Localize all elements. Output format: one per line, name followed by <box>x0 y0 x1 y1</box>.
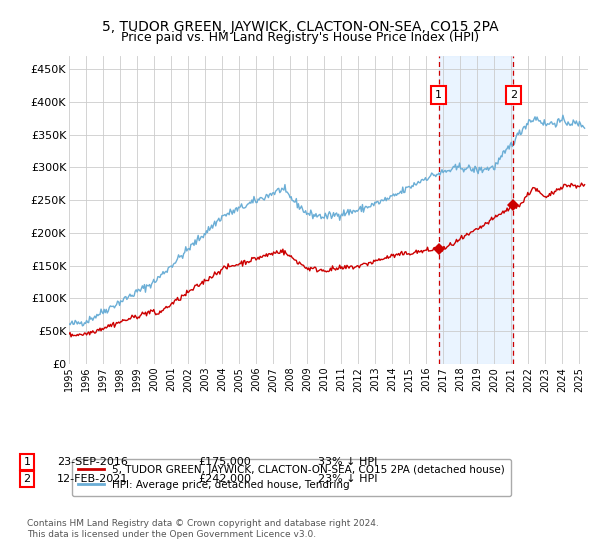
Text: £242,000: £242,000 <box>198 474 251 484</box>
Text: 2: 2 <box>510 90 517 100</box>
Text: 1: 1 <box>23 457 31 467</box>
Text: 33% ↓ HPI: 33% ↓ HPI <box>318 457 377 467</box>
Text: 23-SEP-2016: 23-SEP-2016 <box>57 457 128 467</box>
Text: 12-FEB-2021: 12-FEB-2021 <box>57 474 128 484</box>
Text: Price paid vs. HM Land Registry's House Price Index (HPI): Price paid vs. HM Land Registry's House … <box>121 31 479 44</box>
Text: 1: 1 <box>435 90 442 100</box>
Text: Contains HM Land Registry data © Crown copyright and database right 2024.
This d: Contains HM Land Registry data © Crown c… <box>27 520 379 539</box>
Text: £175,000: £175,000 <box>198 457 251 467</box>
Text: 2: 2 <box>23 474 31 484</box>
Bar <box>439 56 514 364</box>
Text: 5, TUDOR GREEN, JAYWICK, CLACTON-ON-SEA, CO15 2PA: 5, TUDOR GREEN, JAYWICK, CLACTON-ON-SEA,… <box>101 20 499 34</box>
Text: 23% ↓ HPI: 23% ↓ HPI <box>318 474 377 484</box>
Legend: 5, TUDOR GREEN, JAYWICK, CLACTON-ON-SEA, CO15 2PA (detached house), HPI: Average: 5, TUDOR GREEN, JAYWICK, CLACTON-ON-SEA,… <box>71 459 511 496</box>
